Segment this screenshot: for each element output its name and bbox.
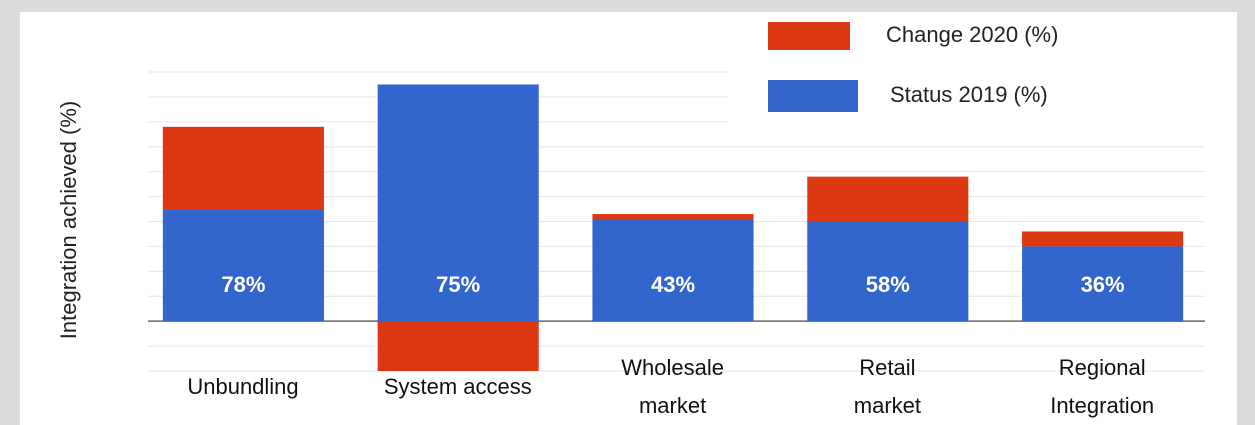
legend-swatch <box>768 22 850 50</box>
bar-segment <box>592 214 754 220</box>
x-tick-label: Retail market <box>853 355 922 419</box>
bar-segment <box>162 209 324 322</box>
bar-segment <box>592 219 754 322</box>
x-tick-label: Unbundling <box>187 374 299 400</box>
bar-segment <box>377 84 539 322</box>
legend-label: Status 2019 (%) <box>890 82 1048 107</box>
y-axis-label: Integration achieved (%) <box>56 101 81 339</box>
legend-label: Change 2020 (%) <box>886 22 1058 47</box>
bar-segment <box>1022 231 1184 247</box>
x-tick-label: System access <box>383 374 532 400</box>
bar-total-label: 78% <box>221 272 265 297</box>
bar-segment <box>807 221 969 322</box>
bar-segment <box>162 126 324 210</box>
bar-segment <box>807 176 969 222</box>
bar-segment <box>377 321 539 371</box>
x-tick-label: Regional Integration <box>1050 355 1155 419</box>
bar-segment <box>1022 246 1184 322</box>
x-tick-label: Wholesale market <box>621 355 724 419</box>
bar-total-label: 36% <box>1081 272 1125 297</box>
legend-swatch <box>768 80 858 112</box>
bar-total-label: 43% <box>651 272 695 297</box>
bar-total-label: 58% <box>866 272 910 297</box>
bar-total-label: 75% <box>436 272 480 297</box>
